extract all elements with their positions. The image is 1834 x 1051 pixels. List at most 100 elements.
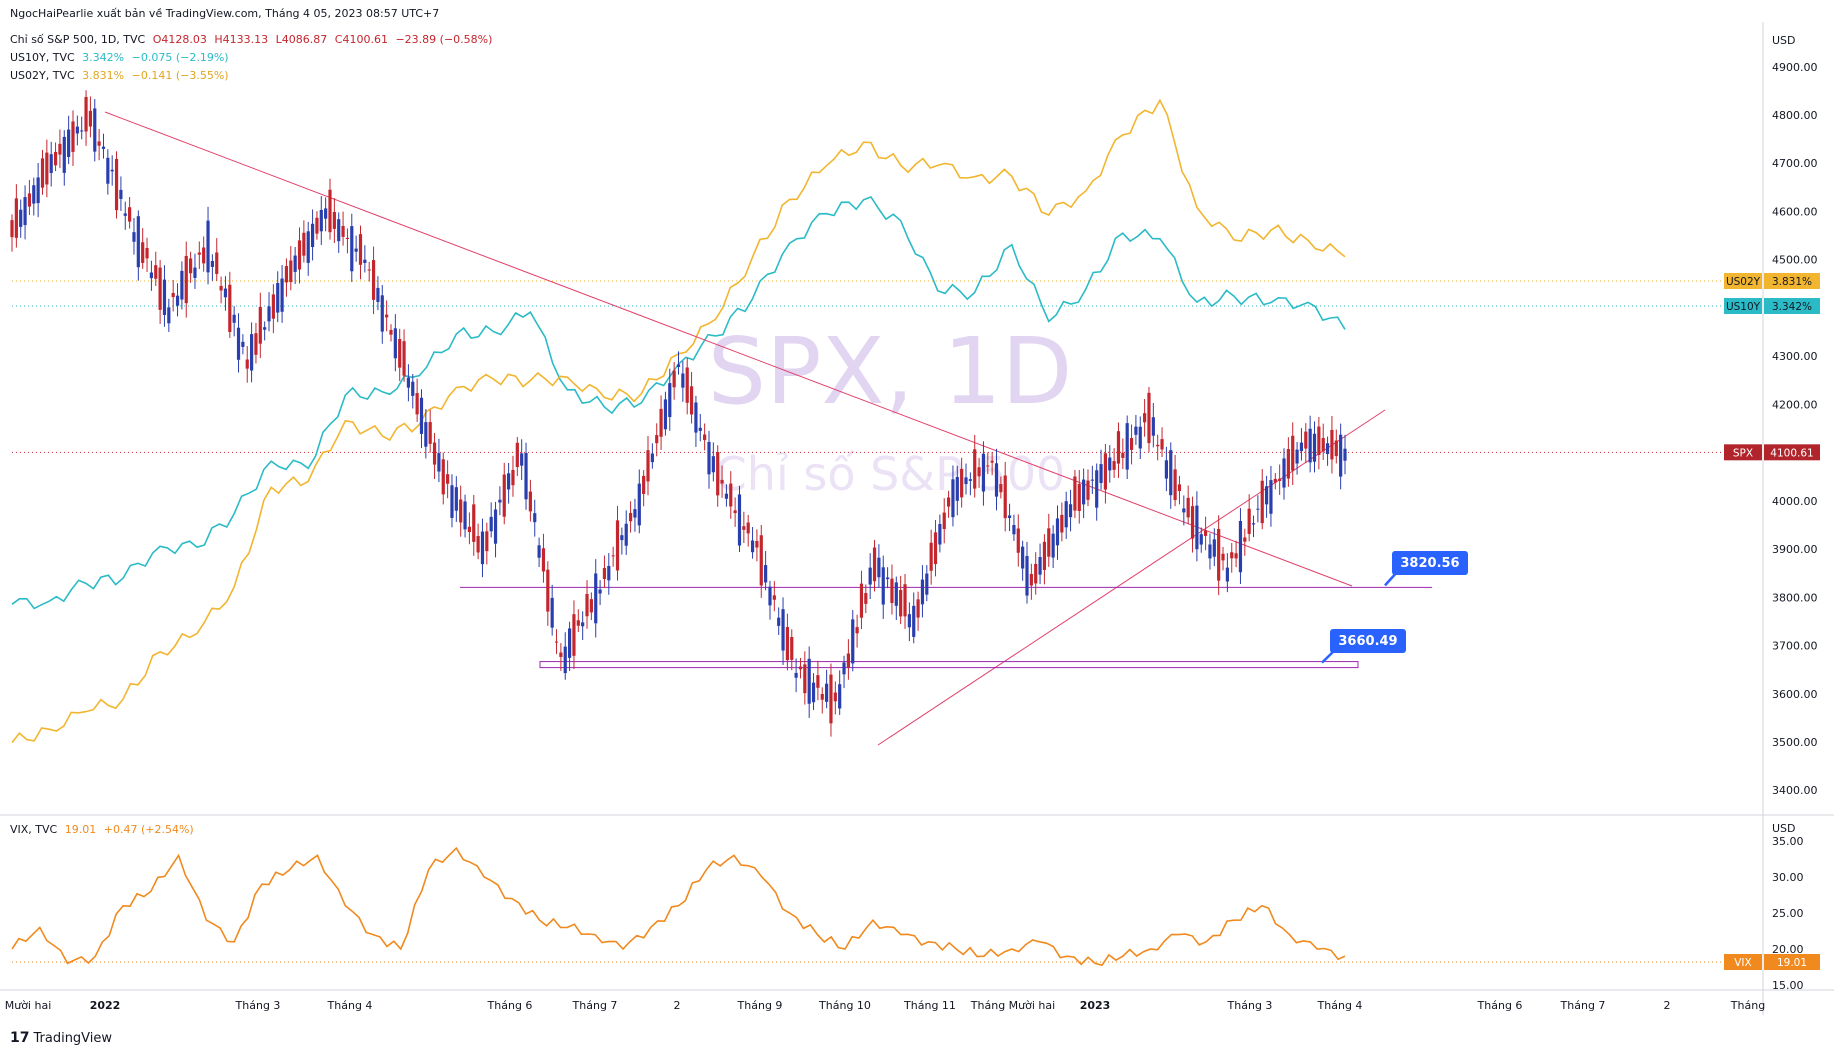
candle-body	[180, 270, 184, 300]
candle-body	[415, 393, 419, 415]
candle-body	[1095, 470, 1099, 508]
candle-body	[189, 258, 193, 274]
time-axis-tick: Tháng 11	[903, 999, 956, 1012]
candle-body	[236, 327, 241, 360]
candle-body	[655, 435, 659, 444]
candle-body	[872, 547, 877, 582]
candle-body	[215, 252, 219, 274]
candle-body	[663, 399, 668, 430]
candle-body	[507, 473, 511, 490]
legend-us02y-change: −0.141 (−3.55%)	[131, 69, 229, 82]
candle-body	[864, 593, 868, 604]
price-tag-label-bg	[1724, 444, 1762, 461]
candle-body	[768, 586, 772, 606]
price-axis-tick: 4900.00	[1772, 61, 1818, 74]
candle-body	[446, 474, 450, 484]
candle-body	[668, 383, 672, 418]
candle-body	[97, 141, 101, 146]
tradingview-logo[interactable]: 𝟭𝟳 TradingView	[10, 1030, 112, 1046]
candle-body	[907, 614, 911, 628]
candle-body	[685, 367, 689, 403]
candle-body	[128, 207, 132, 222]
price-tag-value-bg	[1764, 954, 1820, 970]
legend-us02y-value: 3.831%	[82, 69, 125, 82]
candle-body	[624, 523, 628, 546]
candle-body	[672, 370, 676, 388]
candle-body	[1156, 444, 1160, 447]
candle-body	[576, 620, 580, 626]
level-callout-bg	[1330, 629, 1406, 653]
candle-body	[49, 154, 53, 174]
candle-body	[228, 284, 232, 332]
candle-body	[62, 136, 66, 173]
candle-body	[380, 295, 384, 332]
candle-body	[241, 341, 245, 347]
level-callout-text: 3820.56	[1400, 556, 1459, 571]
candle-body	[472, 504, 476, 542]
time-axis-tick: Tháng Mười hai	[970, 999, 1055, 1012]
price-axis-tick: 4700.00	[1772, 157, 1818, 170]
legend-us10y-value: 3.342%	[82, 51, 125, 64]
price-tag-label: VIX	[1734, 957, 1751, 969]
candle-body	[846, 653, 850, 668]
candle-body	[1221, 553, 1225, 561]
candle-body	[341, 225, 345, 237]
level-callout-bg	[1392, 551, 1468, 575]
candle-body	[528, 491, 532, 512]
candle-body	[19, 209, 23, 227]
candle-body	[411, 381, 415, 396]
candle-body	[1256, 508, 1260, 510]
time-axis-tick: Tháng 6	[1477, 999, 1523, 1012]
candle-body	[1042, 541, 1047, 570]
candle-body	[232, 314, 236, 323]
legend-spx-name: Chỉ số S&P 500, 1D, TVC	[10, 33, 146, 46]
candle-body	[93, 108, 97, 152]
tradingview-footer-text: TradingView	[33, 1030, 113, 1046]
time-axis-tick: 2	[674, 999, 681, 1012]
candle-body	[1021, 546, 1025, 569]
price-axis-tick: 4800.00	[1772, 109, 1818, 122]
candle-body	[1086, 480, 1090, 500]
candle-body	[1099, 464, 1103, 483]
candle-body	[263, 327, 267, 330]
candle-body	[1160, 439, 1164, 450]
candle-body	[659, 408, 663, 437]
candle-body	[633, 509, 637, 518]
candle-body	[1125, 423, 1129, 470]
candle-body	[1321, 437, 1325, 452]
legend-vix-name: VIX, TVC	[10, 823, 58, 836]
candle-body	[32, 185, 36, 204]
candle-body	[389, 329, 393, 335]
vix-axis-tick: 35.00	[1772, 835, 1804, 848]
candle-body	[1073, 476, 1077, 511]
candle-body	[371, 260, 376, 300]
vix-axis-tick: 15.00	[1772, 979, 1804, 992]
candle-body	[167, 307, 171, 324]
candle-body	[84, 96, 88, 132]
candle-body	[572, 614, 576, 656]
trendlines[interactable]	[104, 111, 1432, 746]
candle-body	[393, 328, 397, 359]
level-labels[interactable]: 3820.56 3660.49	[1321, 551, 1468, 664]
price-axis-tick: 4300.00	[1772, 350, 1818, 363]
candle-body	[502, 474, 506, 517]
vix-axis-tick: 30.00	[1772, 871, 1804, 884]
candle-body	[607, 565, 611, 581]
ascending-trendline	[877, 409, 1386, 746]
candle-body	[977, 467, 981, 477]
candle-body	[554, 641, 559, 643]
candle-body	[598, 589, 602, 594]
candle-body	[729, 483, 733, 507]
candle-body	[145, 248, 149, 259]
candle-body	[764, 565, 768, 583]
candle-body	[1212, 539, 1216, 557]
candle-body	[567, 628, 572, 658]
watermark-subtitle: Chỉ số S&P 500	[715, 447, 1066, 501]
candle-body	[759, 535, 763, 586]
candle-body	[689, 386, 694, 415]
candle-body	[363, 259, 367, 263]
descending-trendline	[104, 111, 1353, 587]
candle-body	[171, 292, 175, 298]
candle-body	[1282, 458, 1286, 488]
